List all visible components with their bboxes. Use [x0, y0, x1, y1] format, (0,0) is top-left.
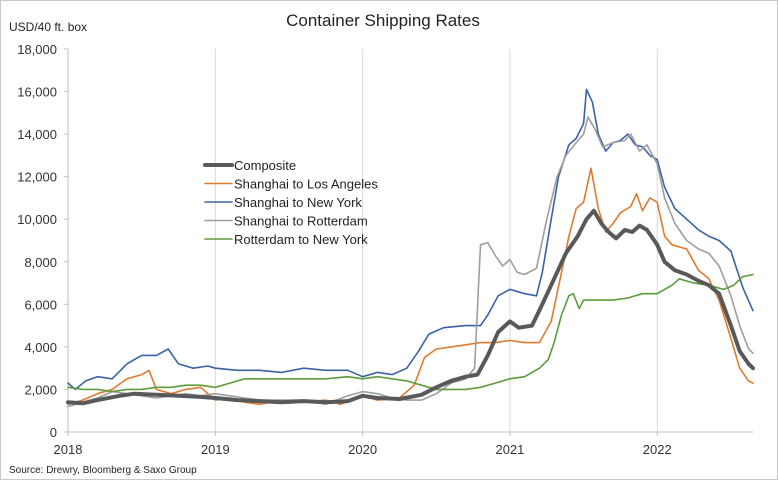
legend: Composite Shanghai to Los Angeles Shanghai… — [203, 158, 378, 247]
legend-label-shanghai-to-los-angeles: Shanghai to Los Angeles — [234, 177, 378, 192]
y-tick-label: 16,000 — [17, 85, 57, 100]
x-tick-label: 2022 — [643, 442, 672, 457]
y-axis-label: USD/40 ft. box — [9, 20, 87, 34]
y-tick-label: 2,000 — [24, 382, 57, 397]
y-tick-label: 0 — [50, 425, 57, 440]
x-tick-label: 2019 — [201, 442, 230, 457]
y-tick-label: 18,000 — [17, 42, 57, 57]
series-group — [66, 88, 755, 408]
x-tick-label: 2018 — [54, 442, 83, 457]
source-note: Source: Drewry, Bloomberg & Saxo Group — [9, 465, 197, 476]
series-line-shanghai-to-los-angeles — [67, 167, 754, 406]
series-line-shanghai-to-new-york — [67, 88, 754, 391]
y-tick-label: 12,000 — [17, 170, 57, 185]
series-line-shanghai-to-rotterdam — [67, 116, 754, 408]
chart-title: Container Shipping Rates — [286, 11, 480, 30]
axes: 0 2,000 4,000 6,000 8,000 10,000 12,000 14,000 1… — [17, 42, 753, 457]
series-line-rotterdam-to-new-york — [67, 273, 754, 393]
legend-label-rotterdam-to-new-york: Rotterdam to New York — [234, 232, 368, 247]
y-tick-label: 6,000 — [24, 297, 57, 312]
legend-label-composite: Composite — [234, 158, 296, 173]
series-line-composite — [66, 208, 755, 406]
legend-label-shanghai-to-new-york: Shanghai to New York — [234, 195, 362, 210]
x-tick-label: 2021 — [495, 442, 524, 457]
y-tick-label: 14,000 — [17, 127, 57, 142]
y-tick-label: 4,000 — [24, 340, 57, 355]
y-tick-label: 10,000 — [17, 212, 57, 227]
legend-label-shanghai-to-rotterdam: Shanghai to Rotterdam — [234, 214, 368, 229]
x-tick-label: 2020 — [348, 442, 377, 457]
y-tick-label: 8,000 — [24, 255, 57, 270]
